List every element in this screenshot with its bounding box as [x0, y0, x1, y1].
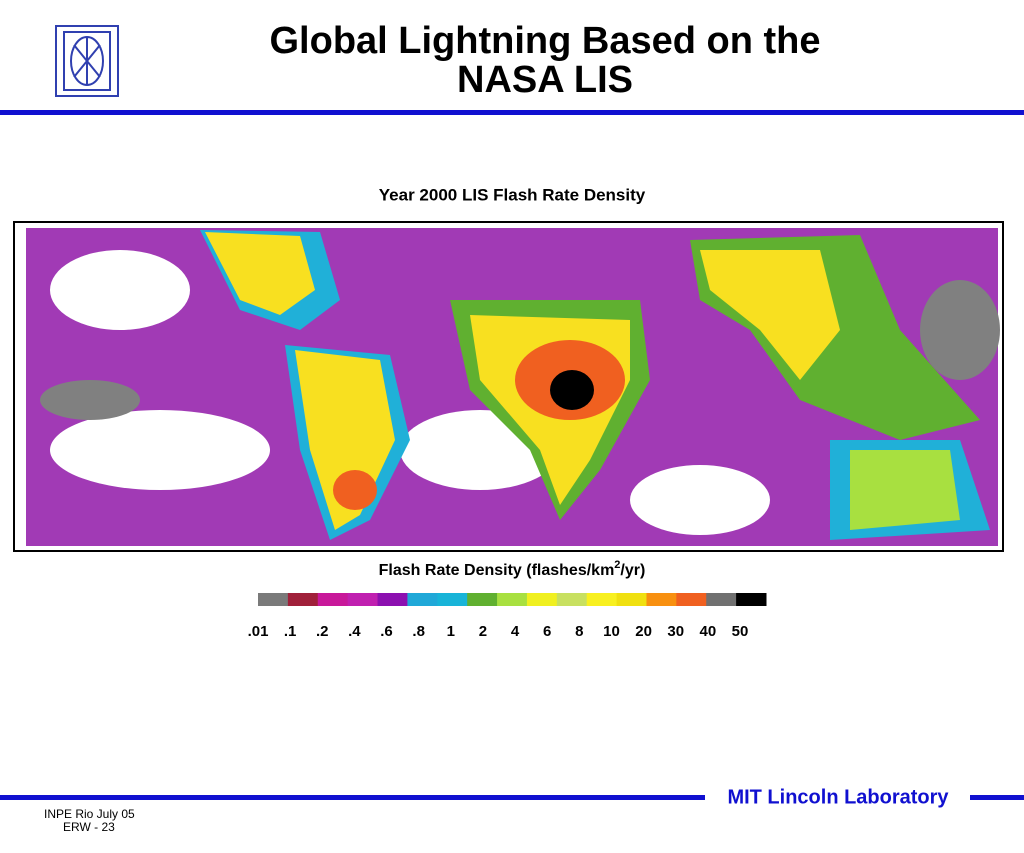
footer-rule [0, 795, 705, 800]
colorbar-tick-label: 8 [575, 623, 583, 640]
colorbar-tick-label: 30 [667, 623, 684, 640]
colorbar-tick-label: 20 [635, 623, 652, 640]
color-swatch [497, 593, 528, 606]
color-swatch [616, 593, 647, 606]
footer-text: ERW - 23 [63, 820, 115, 834]
colorbar-tick-label: 1 [447, 623, 455, 640]
color-swatch [706, 593, 737, 606]
colorbar-label: Flash Rate Density (flashes/km2/yr) [379, 559, 646, 579]
color-swatch [317, 593, 349, 606]
colorbar-tick-label: 6 [543, 623, 551, 640]
color-swatch [586, 593, 618, 606]
colorbar-tick-label: .1 [284, 623, 297, 640]
color-swatch [676, 593, 707, 606]
color-swatch [556, 593, 588, 606]
label-suffix: /yr) [620, 562, 645, 579]
title-line: NASA LIS [457, 59, 633, 101]
color-swatch [347, 593, 379, 606]
colorbar-tick-label: .6 [380, 623, 393, 640]
colorbar-tick-label: 4 [511, 623, 520, 640]
colorbar-tick-label: 10 [603, 623, 620, 640]
colorbar: .01 .1 .2 .4 .6 .8 1 2 4 6 8 10 20 30 40 50 [248, 593, 767, 640]
color-swatch [258, 593, 289, 606]
colorbar-tick-label: 50 [732, 623, 749, 640]
footer-rule [970, 795, 1024, 800]
colorbar-tick-label: .4 [348, 623, 361, 640]
color-swatch [646, 593, 677, 606]
color-swatch [287, 593, 319, 606]
logo [55, 25, 119, 97]
label-text: Flash Rate Density (flashes/km [379, 562, 615, 579]
title-line: Global Lightning Based on the [269, 20, 821, 62]
color-swatch [526, 593, 558, 606]
color-swatch [437, 593, 468, 606]
colorbar-tick-label: 2 [479, 623, 487, 640]
color-swatch [467, 593, 498, 606]
colorbar-tick-label: 40 [700, 623, 717, 640]
footer-text: INPE Rio July 05 [44, 807, 135, 821]
figure-title: Year 2000 LIS Flash Rate Density [379, 185, 646, 204]
color-swatch [407, 593, 438, 606]
colorbar-tick-label: .01 [248, 623, 269, 640]
lab-name: MIT Lincoln Laboratory [727, 786, 949, 808]
colorbar-tick-label: .8 [412, 623, 425, 640]
colorbar-tick-label: .2 [316, 623, 329, 640]
map [13, 221, 1004, 552]
rule [0, 110, 1024, 115]
color-swatch [736, 593, 767, 606]
label-superscript: 2 [614, 559, 620, 571]
color-swatch [377, 593, 408, 606]
